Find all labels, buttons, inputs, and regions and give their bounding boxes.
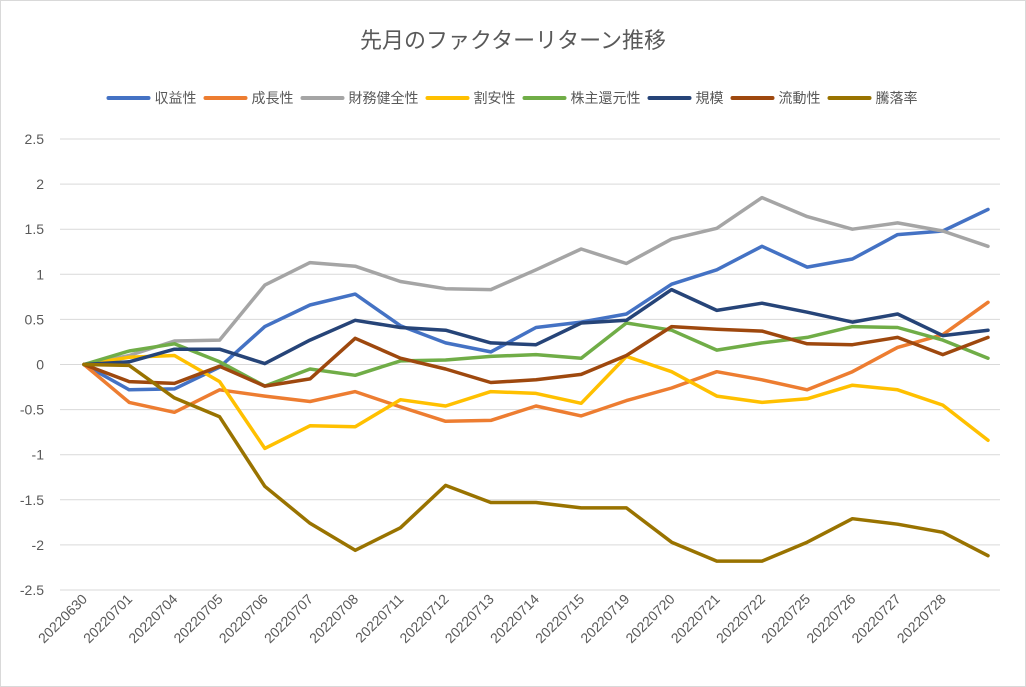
y-tick-label: 1.5 [25, 221, 45, 237]
legend-label: 流動性 [779, 91, 821, 107]
y-axis-tick-labels: 2.5 2 1.5 1 0.5 0 -0.5 -1 -1.5 -2 -2.5 [20, 131, 44, 598]
y-tick-label: 1 [36, 266, 44, 282]
legend-label: 収益性 [155, 91, 197, 107]
legend-label: 騰落率 [876, 90, 918, 107]
y-tick-label: -0.5 [20, 402, 44, 418]
y-tick-label: 0.5 [25, 311, 45, 327]
series-line [82, 324, 990, 388]
series-line [82, 300, 990, 424]
legend-label: 規模 [696, 91, 724, 107]
y-tick-label: 0 [36, 357, 44, 373]
legend-label: 財務健全性 [349, 90, 419, 107]
legend-label: 成長性 [252, 91, 294, 107]
series-line [82, 195, 990, 367]
series-lines [82, 195, 990, 563]
legend-label: 割安性 [474, 90, 516, 107]
gridlines [60, 138, 1000, 591]
legend-label: 株主還元性 [571, 91, 641, 107]
chart-title: 先月のファクターリターン推移 [360, 29, 666, 54]
series-line [82, 353, 990, 451]
y-tick-label: -1 [32, 447, 45, 463]
y-tick-label: 2.5 [25, 131, 45, 147]
series-line [82, 362, 990, 563]
y-tick-label: -2.5 [20, 582, 44, 598]
series-line [82, 321, 990, 388]
legend: 収益性 成長性 財務健全性 割安性 株主還元性 規模 流動性 騰落率 [106, 90, 918, 107]
y-tick-label: 2 [36, 176, 44, 192]
y-tick-label: -2 [32, 537, 45, 553]
series-line [82, 287, 990, 367]
y-tick-label: -1.5 [20, 492, 44, 508]
